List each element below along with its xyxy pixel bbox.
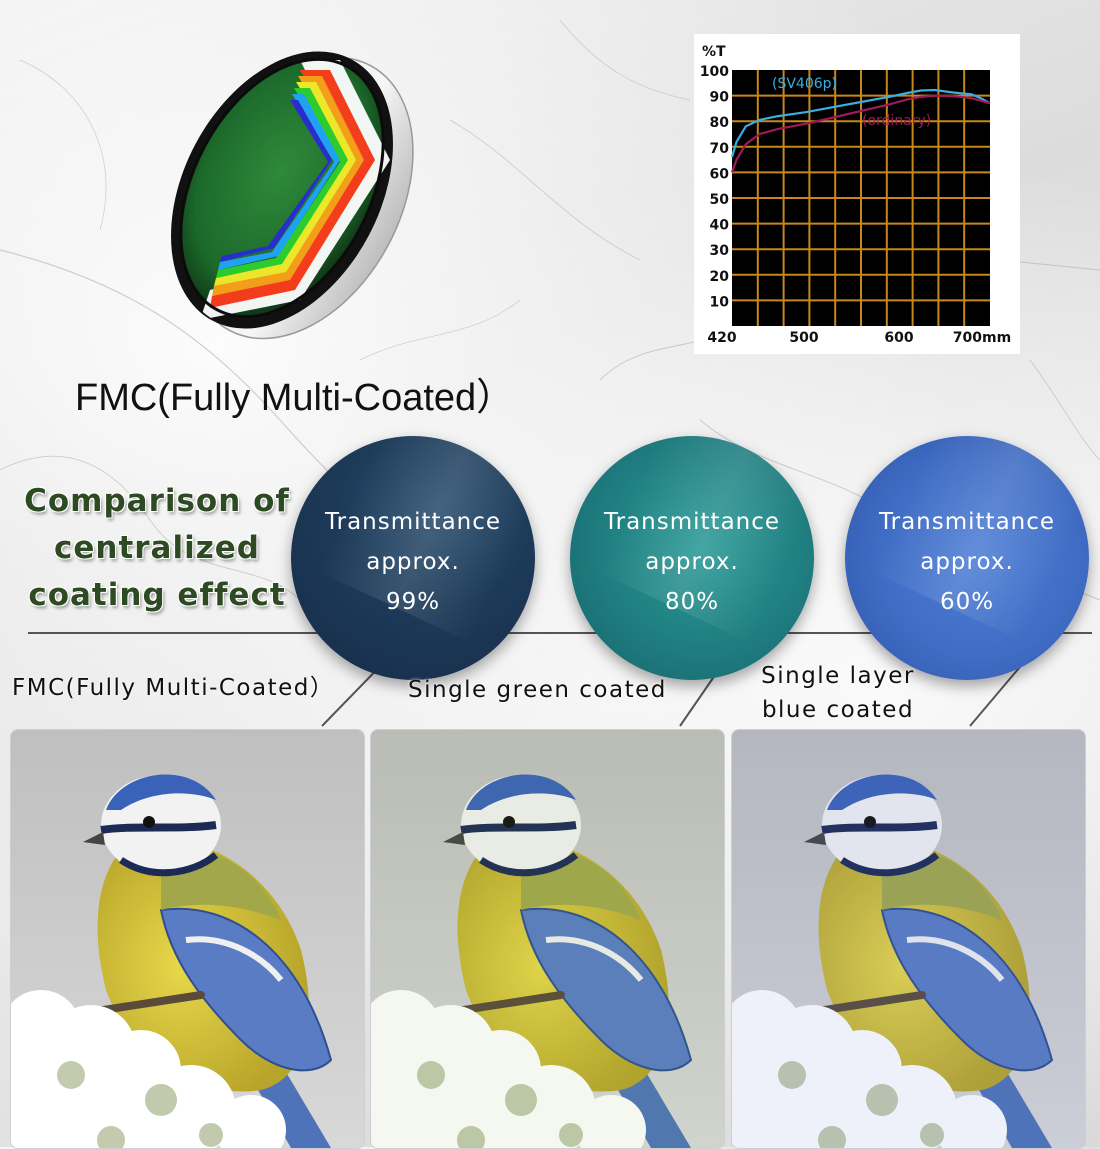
color-tint [371,730,724,1148]
snow-clump [371,1110,411,1148]
blue-label-line: Single layer [761,663,915,689]
lichen-patch [505,1084,537,1116]
comparison-heading-line: coating effect [28,577,286,613]
y-tick-label: 60 [710,166,730,182]
circle-line: Transmittance [603,509,781,535]
y-tick-label: 30 [710,243,730,259]
eye-stripe [100,821,217,834]
transmittance-circle-green: Transmittance approx. 80% [570,436,814,680]
comparison-heading-line: Comparison of [24,483,290,519]
y-tick-label: 50 [710,192,730,208]
lichen-patch [145,1084,177,1116]
bird-crown [827,774,937,810]
bird-illustration [732,730,1085,1148]
transmittance-circle-fmc: Transmittance approx. 99% [291,436,535,680]
transmittance-chart: 10 20 30 40 50 60 70 80 90 100 %T 420 500 600 700mm (SV… [694,34,1020,354]
bird-wing [159,907,333,1072]
y-tick-label: 90 [710,90,730,106]
lichen-patch [57,1061,85,1089]
y-tick-label: 80 [710,115,730,131]
x-tick-label: 700mm [953,330,1011,346]
fmc-label: FMC(Fully Multi-Coated） [12,675,335,701]
bird-wing [880,907,1054,1072]
circle-value: 60% [939,589,995,615]
lichen-patch [457,1126,485,1148]
snow-clump [576,1095,646,1148]
lichen [417,1061,583,1148]
circle-value: 80% [664,589,720,615]
lichen [778,1061,944,1148]
circle-line: Transmittance [324,509,502,535]
bird-eye [143,816,155,828]
bird-crown [466,774,576,810]
wing-bar [185,936,284,982]
eye-stripe [821,821,938,834]
lichen-patch [199,1123,223,1147]
y-axis-label: %T [702,44,726,60]
lichen-patch [920,1123,944,1147]
series-label: (SV406p) [772,76,837,92]
circle-line: approx. [645,549,739,575]
wing-bar [906,936,1005,982]
bird-beak [83,832,105,845]
circle-line: approx. [366,549,460,575]
circle-line: Transmittance [878,509,1056,535]
circle-line: approx. [920,549,1014,575]
circle-value: 99% [385,589,441,615]
comparison-heading: Comparison of centralized coating effect [22,478,292,619]
bird-eye [864,816,876,828]
bird-illustration [371,730,724,1148]
bird-eye [503,816,515,828]
y-tick-label: 40 [710,218,730,234]
wing-bar [545,936,644,982]
chart-svg: 10 20 30 40 50 60 70 80 90 100 %T 420 500 600 700mm (SV… [700,44,1011,346]
snow-clump [216,1095,286,1148]
bird-crown [106,774,216,810]
series-label: (ordinary) [862,113,931,129]
bird-beak [804,832,826,845]
lichen-patch [778,1061,806,1089]
blue-label-line: blue coated [761,697,915,723]
bird-illustration [11,730,364,1148]
snow-clump [732,1110,772,1148]
grid [732,70,990,326]
x-tick-label: 600 [884,330,913,346]
green-coated-label: Single green coated [408,677,667,703]
y-tick-label: 20 [710,269,730,285]
lichen-patch [866,1084,898,1116]
y-tick-label: 100 [700,64,729,80]
bird-photo-blue-coated [731,729,1086,1149]
y-tick-label: 10 [710,294,730,310]
lichen [57,1061,223,1148]
bird-beak [443,832,465,845]
bird-wing [519,907,693,1072]
neck-collar [479,852,579,877]
snow-clump [937,1095,1007,1148]
comparison-heading-line: centralized [53,530,260,566]
neck-collar [840,852,940,877]
bird-photo-fmc [10,729,365,1149]
lens-title: FMC(Fully Multi-Coated） [75,377,515,419]
color-tint [732,730,1085,1148]
x-tick-label: 500 [789,330,818,346]
series-line [730,94,991,173]
eye-stripe [460,821,577,834]
y-tick-label: 70 [710,141,730,157]
snow-clump [11,1110,51,1148]
neck-collar [119,852,219,877]
series-line [730,88,991,158]
lichen-patch [818,1126,846,1148]
lichen-patch [417,1061,445,1089]
lichen-patch [559,1123,583,1147]
bird-photo-green-coated [370,729,725,1149]
transmittance-circle-blue: Transmittance approx. 60% [845,436,1089,680]
blue-coated-label: Single layer blue coated [756,659,920,727]
lichen-patch [97,1126,125,1148]
multi-coated-lens-illustration [171,51,414,340]
x-tick-label: 420 [707,330,736,346]
